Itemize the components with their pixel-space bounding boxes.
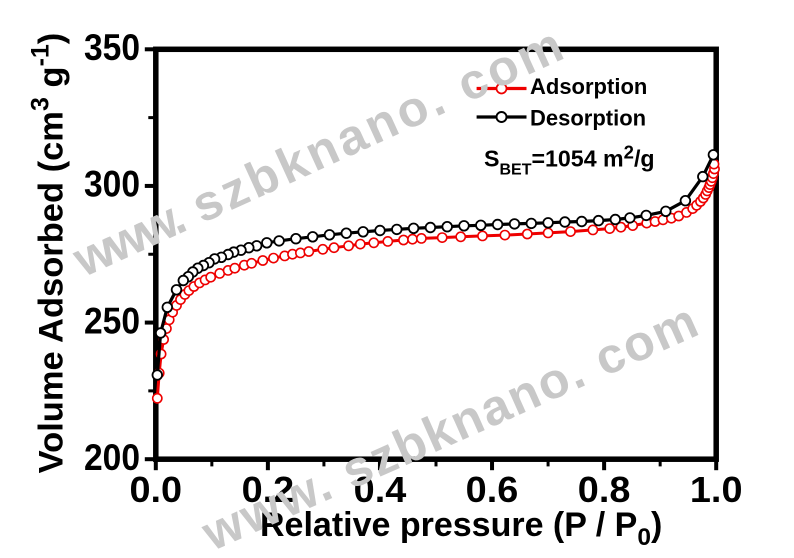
svg-text:200: 200 <box>84 437 140 478</box>
svg-text:Adsorption: Adsorption <box>530 74 647 99</box>
svg-text:1.0: 1.0 <box>690 469 743 510</box>
svg-text:Relative pressure (P / P0): Relative pressure (P / P0) <box>260 506 662 551</box>
svg-text:300: 300 <box>84 164 140 205</box>
svg-text:250: 250 <box>84 300 140 341</box>
svg-text:0.0: 0.0 <box>130 469 183 510</box>
svg-text:0.8: 0.8 <box>578 469 631 510</box>
svg-text:0.6: 0.6 <box>466 469 519 510</box>
svg-text:350: 350 <box>84 27 140 68</box>
svg-text:Desorption: Desorption <box>530 106 646 131</box>
svg-text:0.2: 0.2 <box>242 469 295 510</box>
svg-text:0.4: 0.4 <box>354 469 407 510</box>
